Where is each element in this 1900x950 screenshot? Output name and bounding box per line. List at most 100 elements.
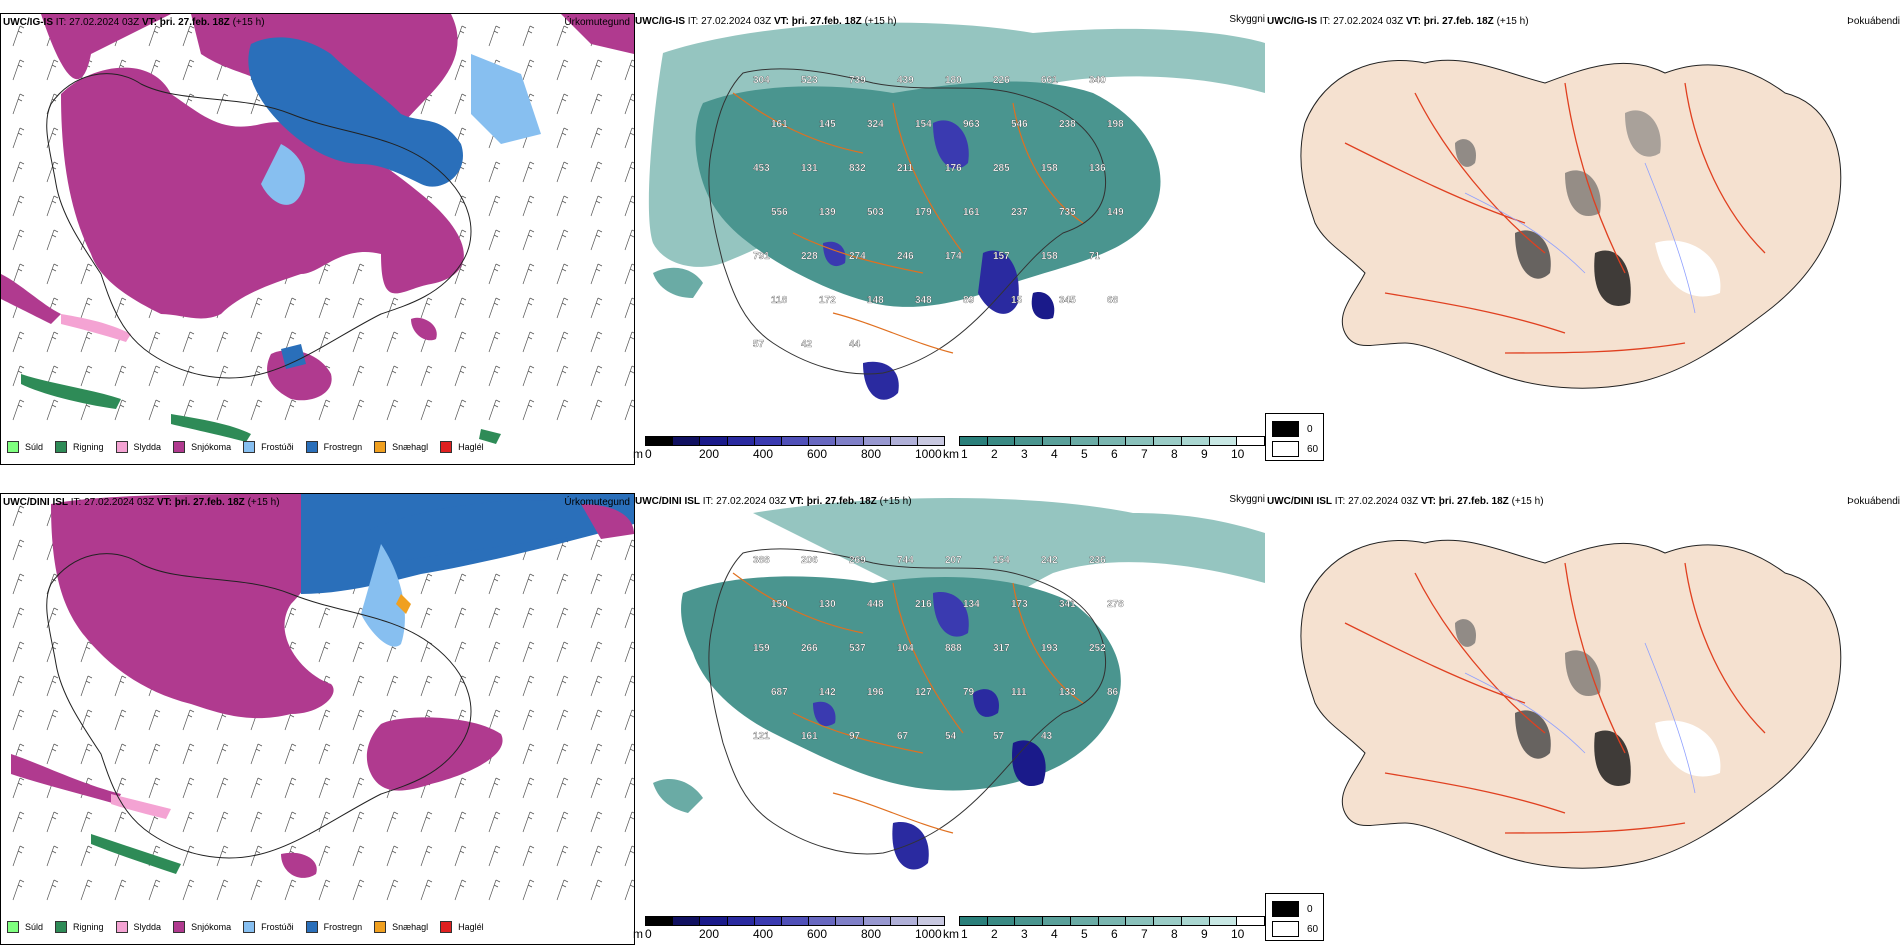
wind-barb [216,331,229,353]
fog-legend-swatch [1272,441,1299,457]
wind-barb [522,365,535,387]
ceiling-label: 148 [867,295,884,306]
legend-swatch [7,441,19,453]
wind-barb [80,845,93,867]
wind-barb [46,331,59,353]
ceiling-label: 71 [1089,251,1101,262]
wind-barb [624,59,634,81]
wind-barb [590,675,603,697]
ceiling-label: 54 [945,731,957,742]
precip-legend: Súld Rigning Slydda Snjókoma Frostúði Frostre… [7,921,496,933]
legend-swatch [173,921,186,933]
colorbar-segment [890,437,918,445]
wind-barb [318,331,331,353]
wind-barb [46,845,59,867]
wind-barb [556,365,569,387]
wind-barb [590,607,603,629]
ceiling-label: 340 [1089,75,1106,86]
wind-barb [522,59,535,81]
wind-barb [284,811,297,833]
ceiling-labels: 304 523 739 439 180 226 661 340 161 145 324 154 963 5… [753,75,1124,350]
wind-barb [624,777,634,799]
legend-swatch [55,441,68,453]
wind-barb [80,263,93,285]
wind-barb [522,845,535,867]
ceiling-label: 661 [1041,75,1058,86]
wind-barb [556,777,569,799]
colorbar-tick: 4 [1051,927,1058,941]
wind-barb [590,573,603,595]
colorbar-segment [987,437,1016,445]
wind-barb [590,777,603,799]
ceiling-label: 121 [753,731,770,742]
wind-barb [182,59,195,81]
wind-barb [46,229,59,251]
legend-swatch [243,441,256,453]
colorbar-tick: 600 [807,927,828,941]
ceiling-label: 79 [963,687,975,698]
wind-barb [352,879,365,901]
wind-barb [80,331,93,353]
wind-barb [624,811,634,833]
wind-barb [114,743,127,765]
ceiling-label: 304 [753,75,770,86]
wind-barb [556,743,569,765]
ceiling-label: 161 [771,119,788,130]
wind-barb [12,127,25,149]
wind-barb [352,641,365,663]
colorbar-segment [1070,437,1099,445]
wind-barb [454,641,467,663]
ceiling-label: 739 [849,75,866,86]
wind-barb [454,93,467,115]
wind-barb [420,297,433,319]
wind-barb [318,297,331,319]
legend-swatch [305,921,318,933]
wind-barb [522,331,535,353]
wind-barb [12,25,25,47]
precip-legend: Súld Rigning Slydda Snjókoma Frostúði Frostre… [7,441,496,453]
fog-legend-row: 60 [1272,921,1318,937]
colorbar-segment [1015,437,1044,445]
wind-barb [454,811,467,833]
colorbar-segment [960,437,988,445]
wind-barb [114,675,127,697]
legend-item: Slydda [115,441,161,453]
ceiling-label: 89 [963,295,975,306]
ceiling-label: 161 [801,731,818,742]
wind-barb [488,195,501,217]
wind-barb [182,845,195,867]
wind-barb [80,879,93,901]
colorbar-segment [863,437,891,445]
fog-legend-row: 0 [1272,421,1313,437]
map-title: UWC/IG-IS IT: 27.02.2024 03Z VT: þri. 27… [635,16,897,27]
wind-barb [624,399,634,421]
wind-barb [182,709,195,731]
wind-barb [46,675,59,697]
colorbar-segment [646,437,674,445]
ceiling-label: 173 [1011,599,1028,610]
ceiling-label: 791 [753,251,770,262]
wind-barb [216,399,229,421]
ceiling-label: 127 [915,687,932,698]
wind-barb [488,845,501,867]
wind-barb [590,127,603,149]
wind-barb [488,331,501,353]
wind-barb [522,743,535,765]
wind-barb [454,331,467,353]
ceiling-label: 278 [1107,599,1124,610]
wind-barb [590,811,603,833]
ceiling-label: 133 [1059,687,1076,698]
wind-barb [420,879,433,901]
precip-map [1,14,634,444]
ceiling-label: 228 [801,251,818,262]
wind-barb [386,365,399,387]
wind-barb [284,777,297,799]
wind-barb [624,675,634,697]
wind-barb [352,263,365,285]
colorbar-unit: m [633,447,643,461]
wind-barb [352,365,365,387]
wind-barb [590,161,603,183]
wind-barb [420,845,433,867]
ceiling-label: 180 [945,75,962,86]
wind-barb [488,675,501,697]
